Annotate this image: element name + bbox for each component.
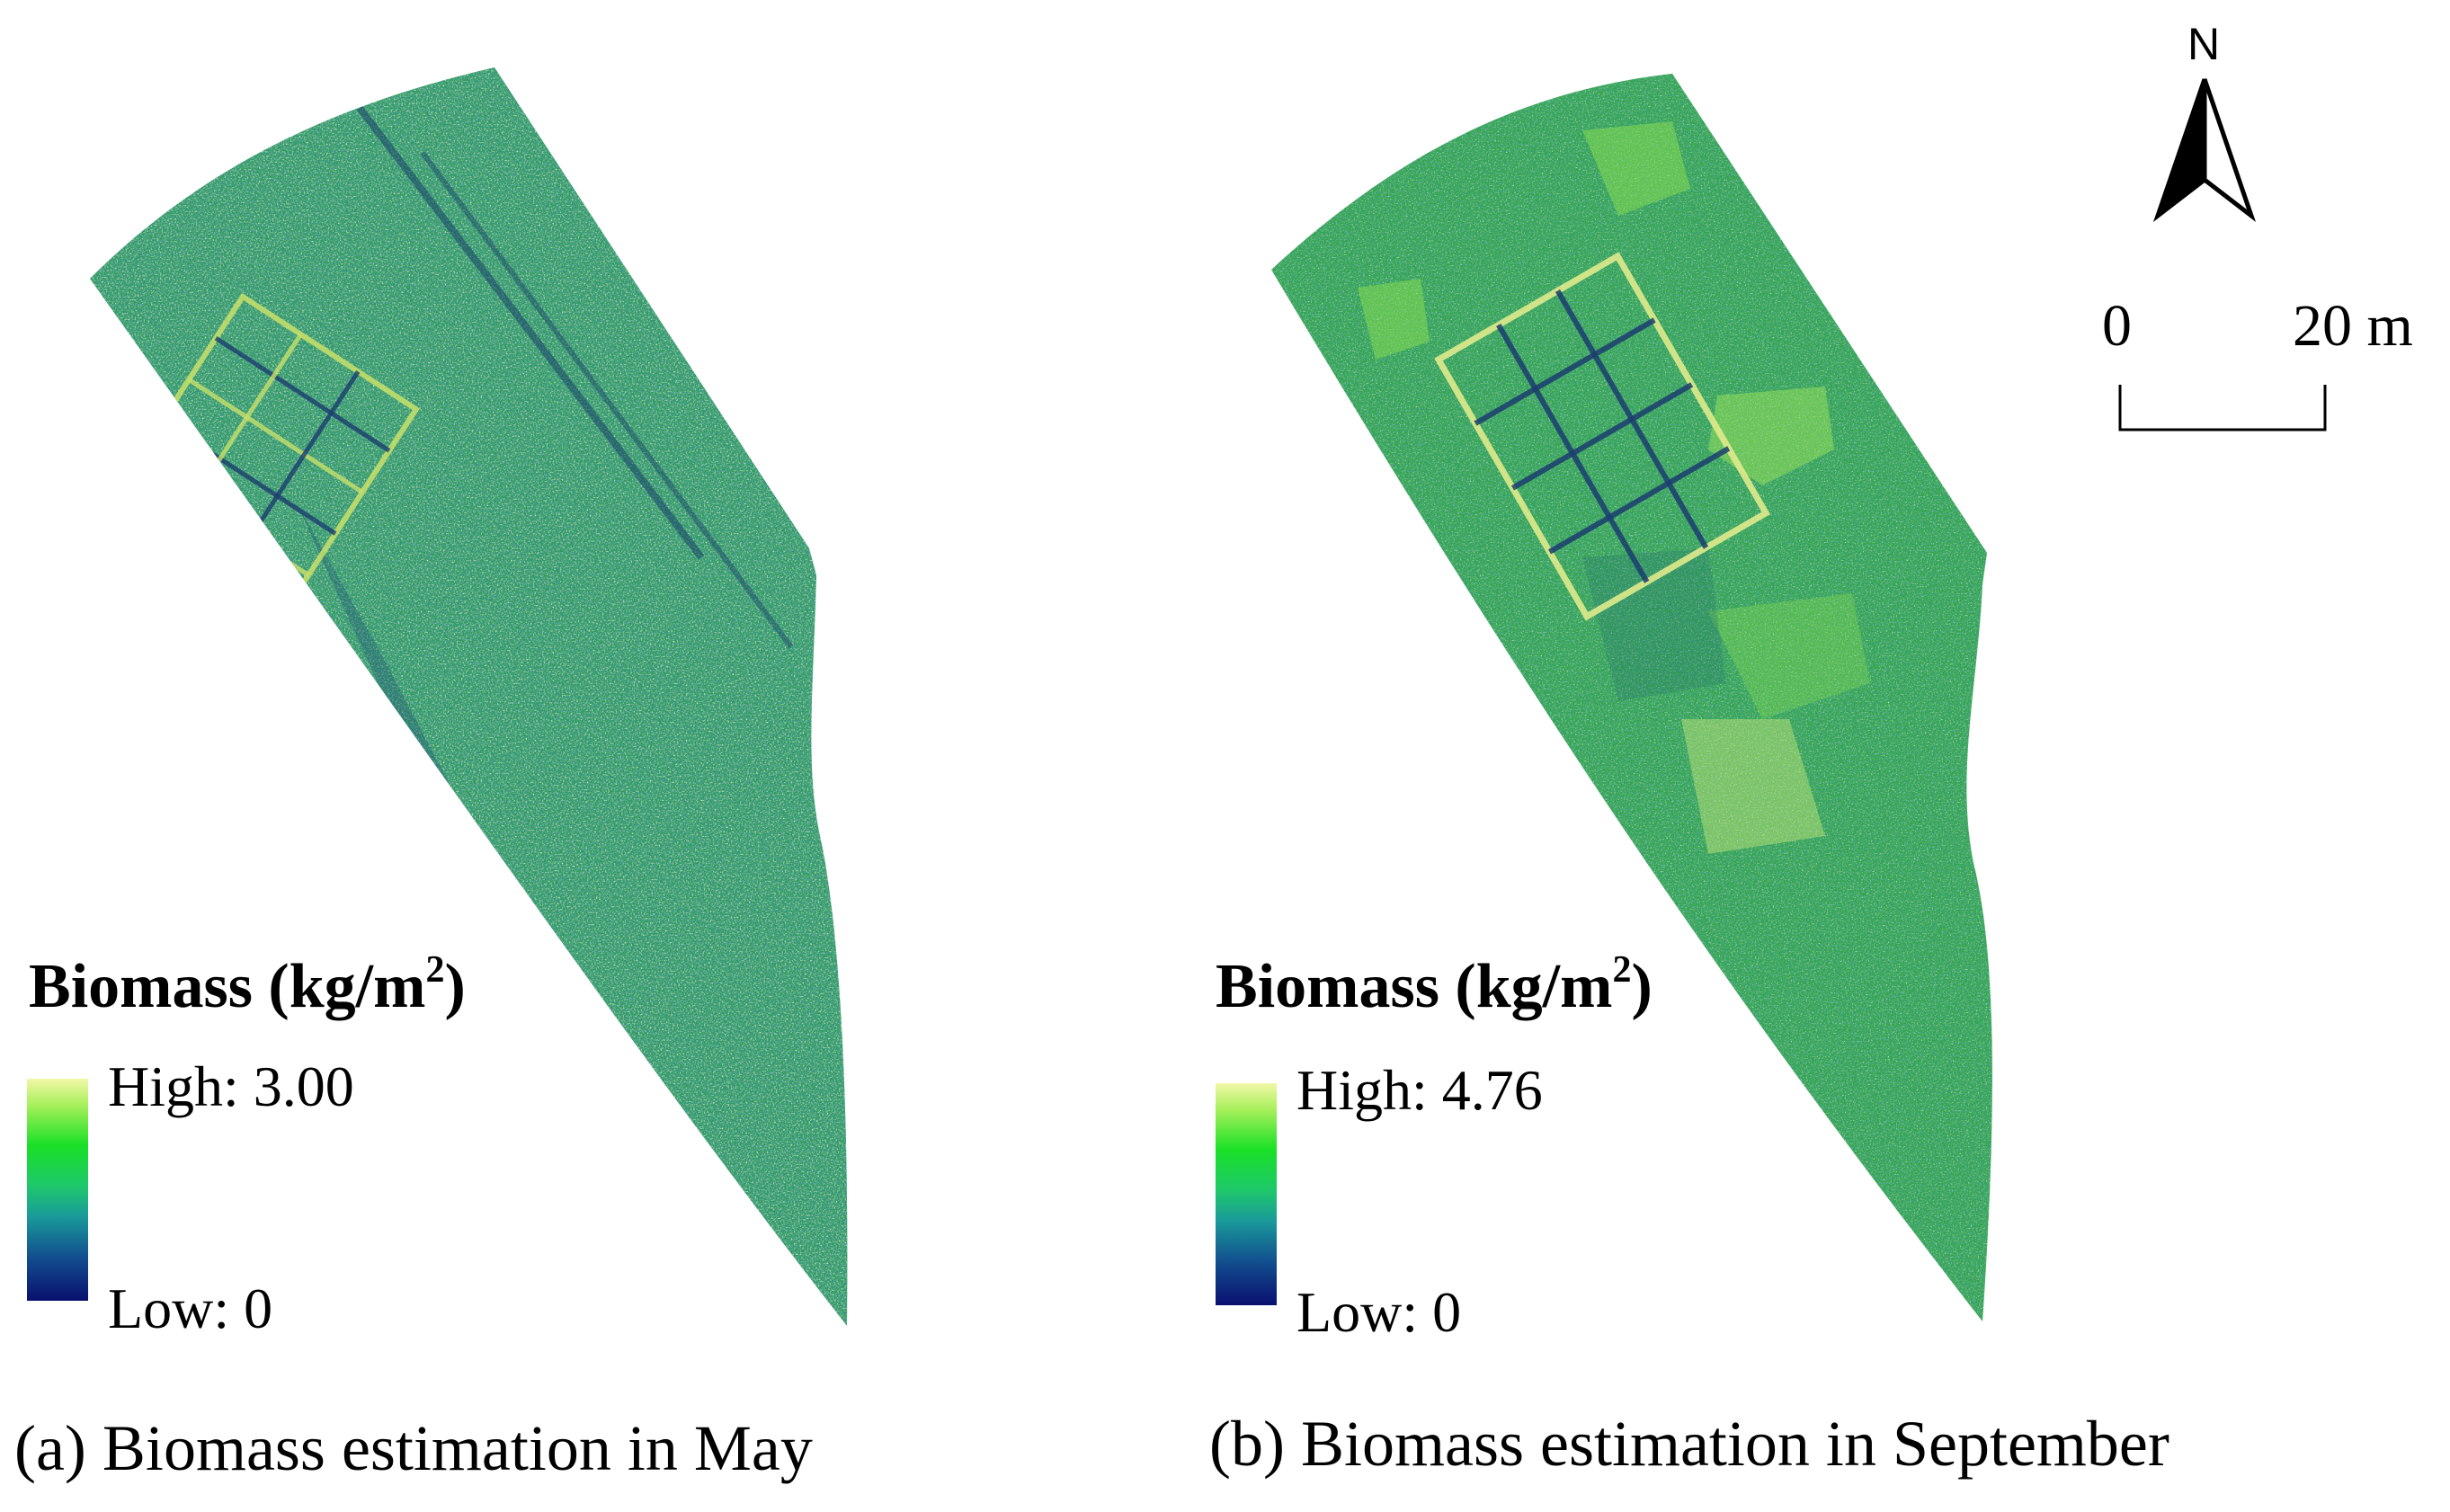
caption-b: (b) Biomass estimation in September (1209, 1408, 2169, 1480)
legend-b-high-label: High: 4.76 (1296, 1058, 1543, 1122)
north-label: N (2187, 19, 2221, 69)
legend-b-low-label: Low: 0 (1296, 1280, 1462, 1344)
caption-a: (a) Biomass estimation in May (14, 1412, 813, 1484)
legend-b-title-close: ) (1631, 952, 1653, 1021)
legend-b-color-ramp (1216, 1083, 1277, 1305)
legend-a-title-close: ) (444, 952, 466, 1021)
north-arrow-icon (2152, 78, 2257, 223)
map-a-field (90, 67, 848, 1326)
legend-a-low-label: Low: 0 (108, 1276, 273, 1340)
scale-end-label: 20 m (2293, 293, 2413, 359)
legend-b-title-sup: 2 (1612, 949, 1632, 991)
legend-a-title-sup: 2 (425, 949, 445, 991)
legend-a-title: Biomass (kg/m2) (29, 951, 466, 1018)
legend-a-high-label: High: 3.00 (108, 1054, 354, 1118)
legend-a-color-ramp (27, 1079, 88, 1301)
legend-b-title: Biomass (kg/m2) (1216, 951, 1653, 1018)
map-b-plot-grid (1434, 252, 1770, 621)
legend-a-title-text: Biomass (kg/m (29, 952, 426, 1021)
map-b-field (1271, 74, 1992, 1321)
scale-bar (2118, 385, 2327, 431)
scale-start-label: 0 (2102, 293, 2132, 359)
legend-b-title-text: Biomass (kg/m (1216, 952, 1613, 1021)
